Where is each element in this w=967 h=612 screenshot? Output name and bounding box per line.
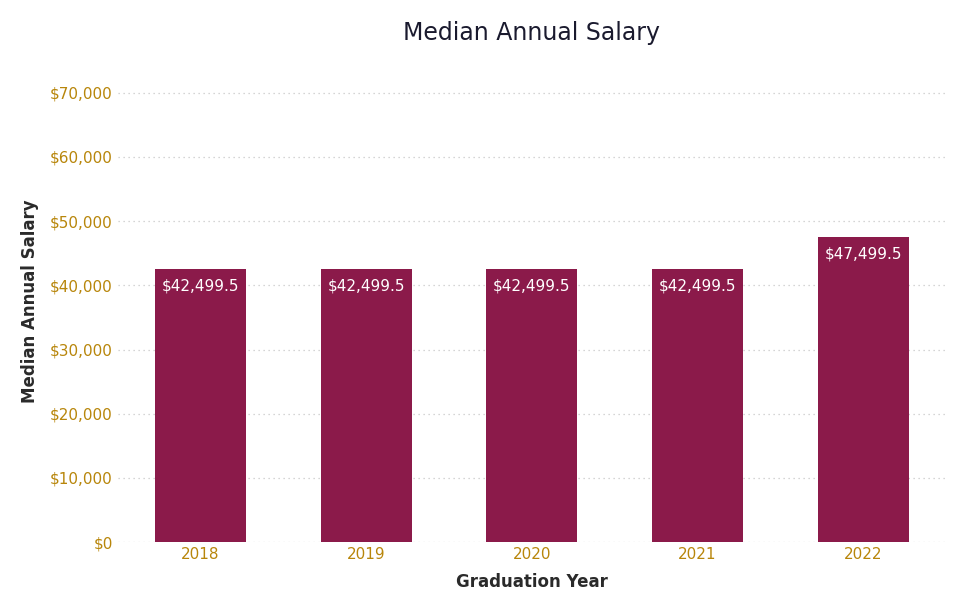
Bar bbox=[321, 269, 412, 542]
Y-axis label: Median Annual Salary: Median Annual Salary bbox=[21, 200, 39, 403]
Text: $47,499.5: $47,499.5 bbox=[825, 247, 902, 262]
Bar bbox=[155, 269, 246, 542]
X-axis label: Graduation Year: Graduation Year bbox=[456, 573, 608, 591]
Bar bbox=[818, 237, 909, 542]
Bar bbox=[486, 269, 577, 542]
Text: $42,499.5: $42,499.5 bbox=[659, 279, 737, 294]
Text: $42,499.5: $42,499.5 bbox=[161, 279, 239, 294]
Text: $42,499.5: $42,499.5 bbox=[493, 279, 571, 294]
Title: Median Annual Salary: Median Annual Salary bbox=[403, 21, 660, 45]
Bar bbox=[652, 269, 744, 542]
Text: $42,499.5: $42,499.5 bbox=[328, 279, 405, 294]
